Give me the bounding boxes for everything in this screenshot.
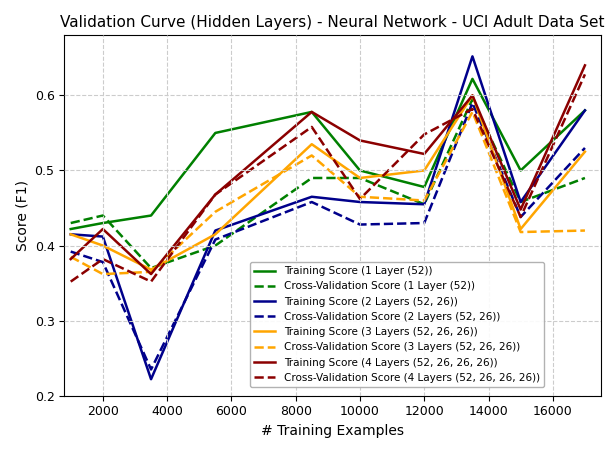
Training Score (2 Layers (52, 26)) xyxy=(356,199,363,205)
Cross-Validation Score (1 Layer (52)) xyxy=(356,175,363,181)
Cross-Validation Score (3 Layers (52, 26, 26)) xyxy=(99,271,107,277)
Cross-Validation Score (4 Layers (52, 26, 26, 26)) xyxy=(67,279,75,284)
Cross-Validation Score (3 Layers (52, 26, 26)) xyxy=(356,194,363,199)
Cross-Validation Score (3 Layers (52, 26, 26)) xyxy=(421,198,428,203)
Cross-Validation Score (4 Layers (52, 26, 26, 26)) xyxy=(469,106,476,111)
Training Score (2 Layers (52, 26)) xyxy=(67,231,75,237)
Cross-Validation Score (2 Layers (52, 26)) xyxy=(147,367,155,372)
Line: Cross-Validation Score (3 Layers (52, 26, 26)): Cross-Validation Score (3 Layers (52, 26… xyxy=(71,112,585,274)
Line: Training Score (1 Layer (52)): Training Score (1 Layer (52)) xyxy=(71,79,585,229)
Training Score (2 Layers (52, 26)) xyxy=(308,194,315,199)
Cross-Validation Score (2 Layers (52, 26)) xyxy=(67,249,75,254)
Training Score (3 Layers (52, 26, 26)) xyxy=(147,267,155,272)
Line: Cross-Validation Score (1 Layer (52)): Cross-Validation Score (1 Layer (52)) xyxy=(71,99,585,268)
Cross-Validation Score (4 Layers (52, 26, 26, 26)) xyxy=(212,192,219,197)
Cross-Validation Score (2 Layers (52, 26)) xyxy=(99,260,107,265)
Cross-Validation Score (1 Layer (52)) xyxy=(421,202,428,207)
Training Score (2 Layers (52, 26)) xyxy=(147,376,155,382)
Training Score (4 Layers (52, 26, 26, 26)) xyxy=(421,151,428,157)
Cross-Validation Score (1 Layer (52)) xyxy=(212,243,219,248)
Cross-Validation Score (4 Layers (52, 26, 26, 26)) xyxy=(582,72,589,77)
Training Score (3 Layers (52, 26, 26)) xyxy=(212,231,219,237)
Cross-Validation Score (1 Layer (52)) xyxy=(99,213,107,218)
Cross-Validation Score (3 Layers (52, 26, 26)) xyxy=(582,228,589,233)
Cross-Validation Score (1 Layer (52)) xyxy=(67,220,75,226)
Training Score (2 Layers (52, 26)) xyxy=(517,199,524,205)
Cross-Validation Score (2 Layers (52, 26)) xyxy=(356,222,363,227)
Line: Training Score (4 Layers (52, 26, 26, 26)): Training Score (4 Layers (52, 26, 26, 26… xyxy=(71,65,585,274)
Training Score (1 Layer (52)) xyxy=(308,109,315,115)
Cross-Validation Score (1 Layer (52)) xyxy=(469,96,476,102)
Training Score (4 Layers (52, 26, 26, 26)) xyxy=(99,226,107,232)
Training Score (4 Layers (52, 26, 26, 26)) xyxy=(212,192,219,197)
Cross-Validation Score (1 Layer (52)) xyxy=(147,265,155,271)
Line: Training Score (2 Layers (52, 26)): Training Score (2 Layers (52, 26)) xyxy=(71,56,585,379)
Y-axis label: Score (F1): Score (F1) xyxy=(15,180,29,251)
Training Score (3 Layers (52, 26, 26)) xyxy=(517,226,524,232)
Training Score (4 Layers (52, 26, 26, 26)) xyxy=(147,271,155,277)
Title: Validation Curve (Hidden Layers) - Neural Network - UCI Adult Data Set: Validation Curve (Hidden Layers) - Neura… xyxy=(60,15,605,30)
Training Score (1 Layer (52)) xyxy=(517,168,524,173)
Training Score (1 Layer (52)) xyxy=(147,213,155,218)
Training Score (1 Layer (52)) xyxy=(421,184,428,190)
Cross-Validation Score (4 Layers (52, 26, 26, 26)) xyxy=(421,132,428,137)
Training Score (4 Layers (52, 26, 26, 26)) xyxy=(517,207,524,212)
Training Score (2 Layers (52, 26)) xyxy=(212,228,219,233)
Cross-Validation Score (4 Layers (52, 26, 26, 26)) xyxy=(517,214,524,220)
Training Score (1 Layer (52)) xyxy=(356,168,363,173)
Training Score (3 Layers (52, 26, 26)) xyxy=(67,231,75,237)
Training Score (1 Layer (52)) xyxy=(67,226,75,232)
Cross-Validation Score (1 Layer (52)) xyxy=(517,199,524,205)
Training Score (4 Layers (52, 26, 26, 26)) xyxy=(469,93,476,98)
Training Score (2 Layers (52, 26)) xyxy=(469,53,476,59)
Training Score (3 Layers (52, 26, 26)) xyxy=(99,243,107,248)
Training Score (1 Layer (52)) xyxy=(99,220,107,226)
Cross-Validation Score (2 Layers (52, 26)) xyxy=(582,145,589,151)
Cross-Validation Score (3 Layers (52, 26, 26)) xyxy=(469,109,476,115)
Training Score (1 Layer (52)) xyxy=(212,130,219,135)
Line: Cross-Validation Score (2 Layers (52, 26)): Cross-Validation Score (2 Layers (52, 26… xyxy=(71,103,585,370)
X-axis label: # Training Examples: # Training Examples xyxy=(261,424,404,438)
Cross-Validation Score (1 Layer (52)) xyxy=(308,175,315,181)
Cross-Validation Score (3 Layers (52, 26, 26)) xyxy=(517,229,524,235)
Training Score (2 Layers (52, 26)) xyxy=(582,108,589,113)
Training Score (1 Layer (52)) xyxy=(469,76,476,82)
Cross-Validation Score (2 Layers (52, 26)) xyxy=(421,220,428,226)
Cross-Validation Score (1 Layer (52)) xyxy=(582,175,589,181)
Training Score (3 Layers (52, 26, 26)) xyxy=(308,141,315,147)
Cross-Validation Score (4 Layers (52, 26, 26, 26)) xyxy=(99,256,107,262)
Training Score (3 Layers (52, 26, 26)) xyxy=(421,168,428,173)
Training Score (4 Layers (52, 26, 26, 26)) xyxy=(67,256,75,262)
Training Score (4 Layers (52, 26, 26, 26)) xyxy=(308,109,315,115)
Cross-Validation Score (2 Layers (52, 26)) xyxy=(517,214,524,220)
Legend: Training Score (1 Layer (52)), Cross-Validation Score (1 Layer (52)), Training S: Training Score (1 Layer (52)), Cross-Val… xyxy=(250,262,544,387)
Training Score (2 Layers (52, 26)) xyxy=(99,234,107,239)
Cross-Validation Score (2 Layers (52, 26)) xyxy=(212,237,219,242)
Training Score (3 Layers (52, 26, 26)) xyxy=(356,175,363,181)
Training Score (4 Layers (52, 26, 26, 26)) xyxy=(356,138,363,143)
Training Score (3 Layers (52, 26, 26)) xyxy=(469,93,476,98)
Line: Cross-Validation Score (4 Layers (52, 26, 26, 26)): Cross-Validation Score (4 Layers (52, 26… xyxy=(71,74,585,282)
Cross-Validation Score (2 Layers (52, 26)) xyxy=(469,100,476,106)
Cross-Validation Score (3 Layers (52, 26, 26)) xyxy=(67,254,75,260)
Training Score (4 Layers (52, 26, 26, 26)) xyxy=(582,63,589,68)
Cross-Validation Score (2 Layers (52, 26)) xyxy=(308,199,315,205)
Line: Training Score (3 Layers (52, 26, 26)): Training Score (3 Layers (52, 26, 26)) xyxy=(71,96,585,270)
Cross-Validation Score (4 Layers (52, 26, 26, 26)) xyxy=(356,196,363,202)
Cross-Validation Score (4 Layers (52, 26, 26, 26)) xyxy=(308,124,315,130)
Training Score (3 Layers (52, 26, 26)) xyxy=(582,149,589,154)
Cross-Validation Score (3 Layers (52, 26, 26)) xyxy=(308,153,315,158)
Cross-Validation Score (3 Layers (52, 26, 26)) xyxy=(212,209,219,214)
Cross-Validation Score (3 Layers (52, 26, 26)) xyxy=(147,269,155,275)
Training Score (2 Layers (52, 26)) xyxy=(421,202,428,207)
Training Score (1 Layer (52)) xyxy=(582,108,589,113)
Cross-Validation Score (4 Layers (52, 26, 26, 26)) xyxy=(147,279,155,284)
